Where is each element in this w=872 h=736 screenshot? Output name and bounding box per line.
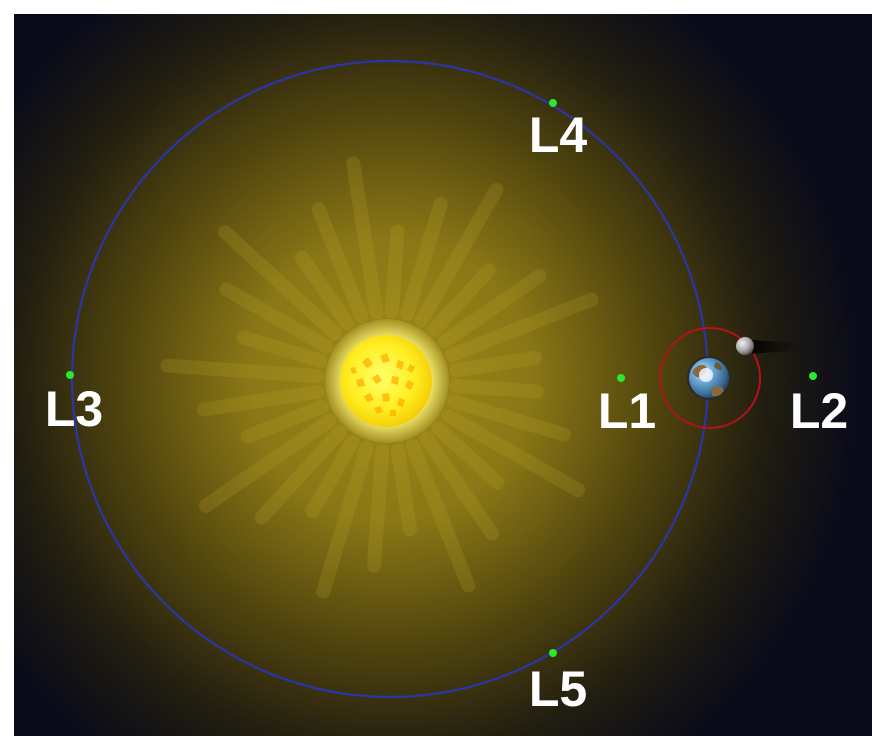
l1-label: L1 xyxy=(598,383,656,439)
sun-ray xyxy=(440,408,586,498)
sun-ray xyxy=(449,378,544,399)
sun-ray xyxy=(346,156,384,319)
l3-label: L3 xyxy=(45,381,103,437)
sun-ray xyxy=(236,330,328,368)
sun-ray xyxy=(431,421,505,490)
sun-ray xyxy=(218,225,343,341)
lagrange-point-l5: L5 xyxy=(529,649,587,717)
l4-label: L4 xyxy=(529,107,588,163)
lagrange-point-l3: L3 xyxy=(45,371,103,437)
l3-marker xyxy=(66,371,74,379)
sun-ray xyxy=(219,282,334,354)
sun-ray xyxy=(446,394,572,442)
sun-ray xyxy=(197,384,325,417)
sun-ray xyxy=(445,292,599,363)
sun-ray xyxy=(414,182,504,328)
moon-icon xyxy=(736,337,800,355)
sun-ray xyxy=(437,269,547,349)
sun-ray xyxy=(240,399,329,444)
sun-ray xyxy=(367,443,390,573)
l2-label: L2 xyxy=(790,383,848,439)
sun-ray xyxy=(254,425,347,525)
l5-marker xyxy=(549,649,557,657)
sun-ray xyxy=(160,358,325,384)
l4-marker xyxy=(549,99,557,107)
sun-ray xyxy=(384,224,405,319)
sun-ray xyxy=(316,440,374,599)
l2-marker xyxy=(809,372,817,380)
l5-label: L5 xyxy=(529,661,587,717)
sun-ray xyxy=(419,431,499,541)
sun-ray xyxy=(400,196,448,322)
lagrange-point-l4: L4 xyxy=(529,99,588,163)
moon-orbit xyxy=(659,327,761,429)
sun-icon xyxy=(325,319,449,443)
l1-marker xyxy=(617,374,625,382)
sun-ray xyxy=(311,202,369,323)
sun-ray xyxy=(305,434,360,519)
sun-ray xyxy=(449,350,543,378)
lagrange-point-l1: L1 xyxy=(598,374,656,439)
earth-icon xyxy=(687,356,731,400)
sun-rays xyxy=(160,156,599,599)
sun-ray xyxy=(405,439,476,593)
lagrange-point-l2: L2 xyxy=(790,372,848,439)
sun-ray xyxy=(294,250,355,331)
sun-ray xyxy=(427,263,496,337)
sun-ray xyxy=(198,413,337,513)
sun-ray xyxy=(390,443,418,537)
